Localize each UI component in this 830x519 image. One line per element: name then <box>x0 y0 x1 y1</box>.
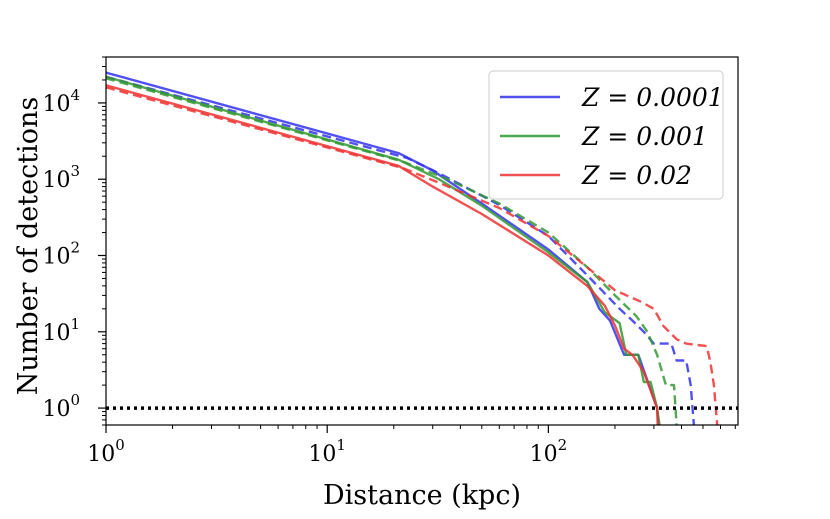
legend-label: Z = 0.02 <box>581 161 692 190</box>
series-line-5 <box>106 84 659 425</box>
x-tick-label: 101 <box>308 436 346 467</box>
series-line-6 <box>106 86 719 425</box>
series-line-4 <box>106 77 678 425</box>
x-axis-label: Distance (kpc) <box>323 480 521 511</box>
y-axis-label: Number of detections <box>13 97 44 395</box>
x-tick-label: 102 <box>530 436 568 467</box>
legend-box <box>488 70 724 200</box>
legend-label: Z = 0.001 <box>581 122 708 151</box>
x-tick-label: 100 <box>87 436 125 467</box>
series-layer <box>106 71 719 425</box>
legend-label: Z = 0.0001 <box>581 83 724 112</box>
y-tick-label: 102 <box>42 239 80 270</box>
tick-layer: 100 101 102 100 101 102 103 104 <box>42 56 736 467</box>
y-tick-label: 104 <box>42 86 80 117</box>
y-tick-label: 100 <box>42 391 80 422</box>
plot-frame <box>105 56 739 426</box>
y-tick-label: 103 <box>42 162 80 193</box>
y-tick-label: 101 <box>42 315 80 346</box>
legend: Z = 0.0001 Z = 0.001 Z = 0.02 <box>488 70 724 200</box>
